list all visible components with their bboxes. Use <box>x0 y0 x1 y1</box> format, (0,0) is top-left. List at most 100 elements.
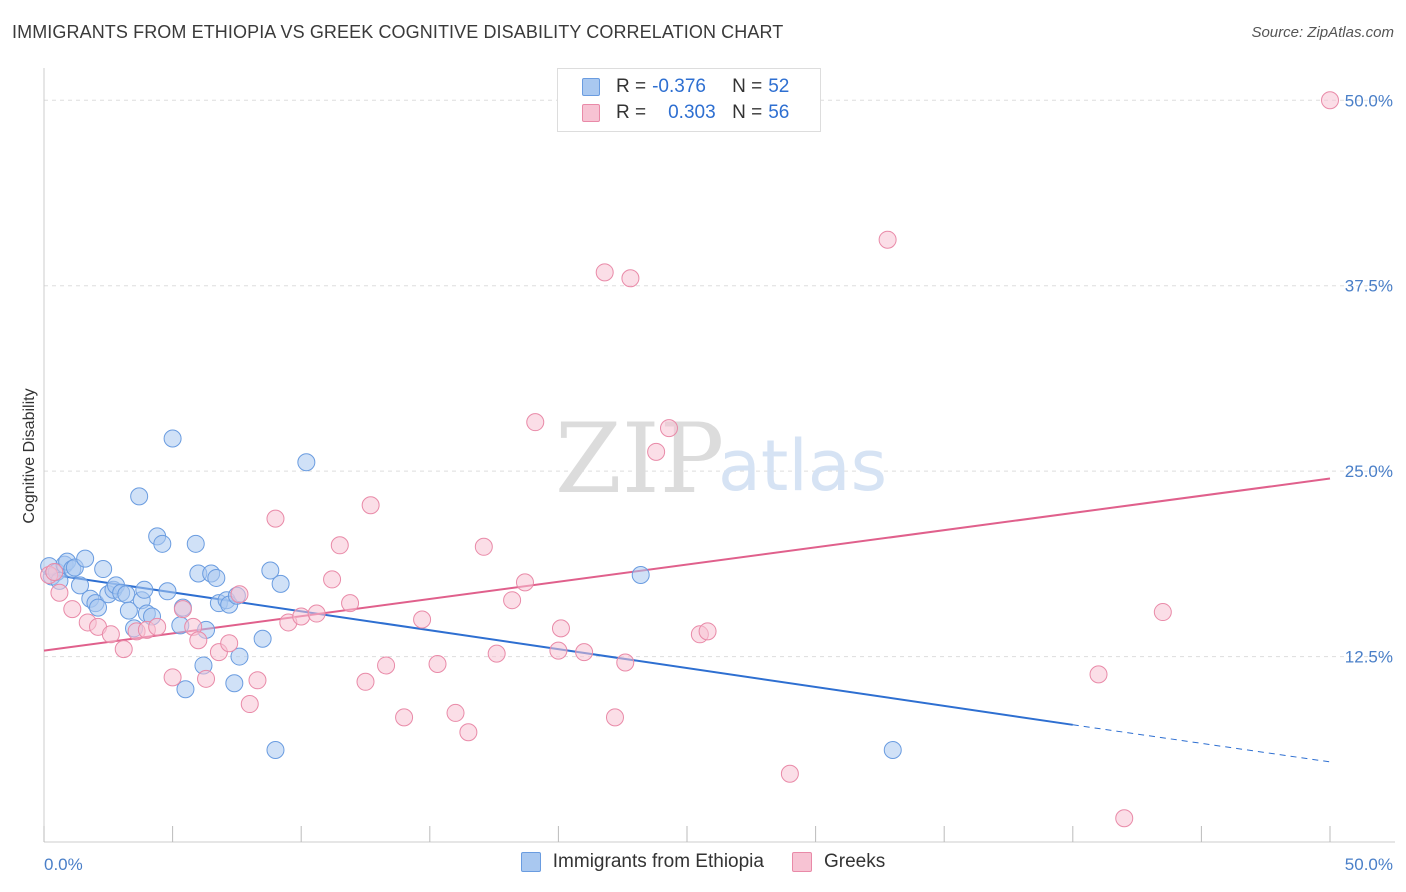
legend-n-value-ethiopia: 52 <box>768 76 790 97</box>
point-greeks <box>474 537 493 556</box>
point-greeks <box>459 723 478 742</box>
trend-line-greeks <box>43 477 1331 652</box>
point-greeks <box>1321 91 1339 110</box>
point-ethiopia <box>76 549 95 568</box>
point-greeks <box>503 591 522 610</box>
point-ethiopia <box>271 574 290 593</box>
point-greeks <box>307 604 326 623</box>
point-greeks <box>428 654 447 673</box>
point-greeks <box>163 668 182 687</box>
series-legend: Immigrants from Ethiopia Greeks <box>0 851 1406 873</box>
point-greeks <box>341 594 360 613</box>
legend-swatch-greeks <box>582 104 600 122</box>
point-greeks <box>698 622 717 641</box>
point-greeks <box>230 585 249 604</box>
point-greeks <box>248 671 267 690</box>
point-ethiopia <box>71 576 90 595</box>
point-greeks <box>551 619 570 638</box>
point-greeks <box>114 640 133 659</box>
point-ethiopia <box>186 534 205 553</box>
trend-line-ethiopia-extension <box>1072 724 1331 763</box>
series-legend-ethiopia: Immigrants from Ethiopia <box>520 851 764 873</box>
point-greeks <box>356 672 375 691</box>
tick-labels: 12.5% 25.0% 37.5% 50.0% 0.0% 50.0% <box>44 91 1393 874</box>
y-tick-label: 25.0% <box>1345 462 1393 481</box>
legend-r-value-greeks: 0.303 <box>668 102 716 123</box>
point-greeks <box>659 419 678 438</box>
series-legend-greeks: Greeks <box>791 851 886 873</box>
point-greeks <box>621 269 640 288</box>
point-greeks <box>50 583 69 602</box>
point-greeks <box>101 625 120 644</box>
y-tick-label: 37.5% <box>1345 277 1393 296</box>
watermark-atlas: atlas <box>718 425 887 507</box>
legend-r-label: R = <box>616 76 647 97</box>
point-ethiopia <box>253 629 272 648</box>
trend-lines <box>43 477 1331 763</box>
y-axis-label: Cognitive Disability <box>21 388 38 523</box>
point-ethiopia <box>163 429 182 448</box>
series-label-ethiopia: Immigrants from Ethiopia <box>552 851 764 872</box>
point-greeks <box>45 563 64 582</box>
point-greeks <box>446 703 465 722</box>
point-greeks <box>647 442 666 461</box>
point-greeks <box>148 617 167 636</box>
point-greeks <box>266 509 285 528</box>
point-ethiopia <box>266 741 285 760</box>
series-swatch-greeks <box>791 852 812 872</box>
legend-n-value-greeks: 56 <box>768 102 790 123</box>
point-ethiopia <box>89 598 108 617</box>
point-ethiopia <box>207 568 226 587</box>
legend-swatch-ethiopia <box>582 78 600 96</box>
point-greeks <box>395 708 414 727</box>
point-ethiopia <box>631 565 650 584</box>
point-ethiopia <box>261 561 280 580</box>
point-ethiopia <box>153 534 172 553</box>
point-greeks <box>220 634 239 653</box>
point-greeks <box>361 496 380 515</box>
point-ethiopia <box>297 453 316 472</box>
legend-r-value-ethiopia: -0.376 <box>652 76 706 97</box>
point-ethiopia <box>135 580 154 599</box>
point-ethiopia <box>130 487 149 506</box>
legend-r-label: R = <box>616 102 647 123</box>
axes <box>43 68 1395 843</box>
watermark-zip: ZIP <box>555 403 724 515</box>
legend-row-greeks: R = 0.303 N = 56 <box>582 101 789 125</box>
chart-title: IMMIGRANTS FROM ETHIOPIA VS GREEK COGNIT… <box>12 22 784 42</box>
point-ethiopia <box>176 680 195 699</box>
point-greeks <box>240 695 259 714</box>
point-greeks <box>377 656 396 675</box>
point-ethiopia <box>225 674 244 693</box>
correlation-legend: R = -0.376 N = 52 R = 0.303 N = 56 <box>557 68 821 132</box>
point-greeks <box>526 413 545 432</box>
point-greeks <box>878 230 897 249</box>
point-greeks <box>1115 809 1134 828</box>
point-ethiopia <box>94 560 113 579</box>
point-ethiopia <box>119 601 138 620</box>
point-greeks <box>549 641 568 660</box>
series-swatch-ethiopia <box>520 852 541 872</box>
point-ethiopia <box>158 582 177 601</box>
point-greeks <box>1153 603 1172 622</box>
point-greeks <box>330 536 349 555</box>
point-greeks <box>595 263 614 282</box>
series-label-greeks: Greeks <box>823 851 886 872</box>
legend-row-ethiopia: R = -0.376 N = 52 <box>582 75 789 99</box>
point-greeks <box>487 644 506 663</box>
point-greeks <box>605 708 624 727</box>
legend-n-label: N = <box>732 102 763 123</box>
point-greeks <box>173 600 192 619</box>
x-tick-label-max: 50.0% <box>1345 855 1393 874</box>
point-greeks <box>515 573 534 592</box>
gridlines <box>44 99 1395 658</box>
point-greeks <box>63 600 82 619</box>
x-tick-label-min: 0.0% <box>44 855 83 874</box>
point-ethiopia <box>117 585 136 604</box>
point-greeks <box>780 764 799 783</box>
point-greeks <box>1089 665 1108 684</box>
data-points <box>40 91 1339 828</box>
y-tick-label: 50.0% <box>1345 91 1393 110</box>
y-tick-label: 12.5% <box>1345 648 1393 667</box>
